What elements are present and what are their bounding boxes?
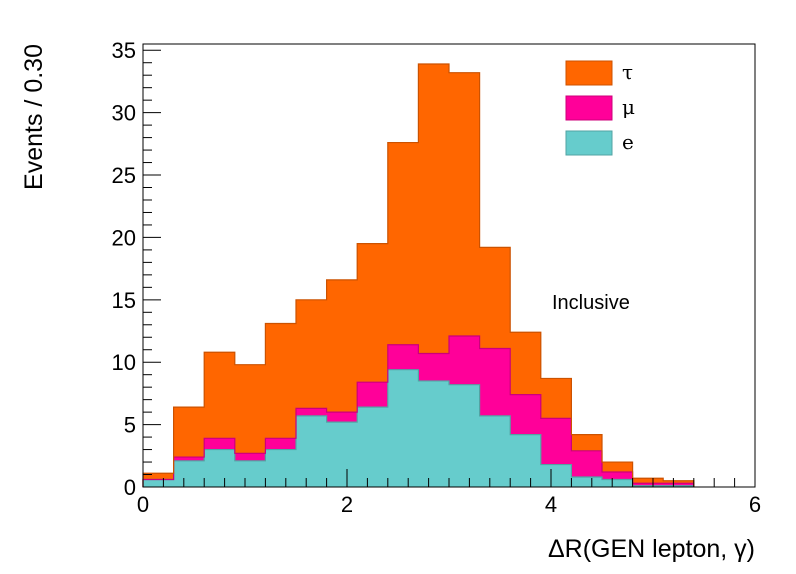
bar-e-bin-3 [234, 460, 266, 487]
bar-e-bin-4 [265, 449, 296, 487]
y-tick-label: 30 [112, 101, 136, 126]
x-axis-title: ΔR(GEN lepton, γ) [548, 535, 755, 563]
bar-μ-bin-10 [449, 336, 480, 385]
stack-outlines [142, 63, 695, 487]
outline-τ [142, 63, 695, 487]
bar-μ-bin-13 [540, 418, 572, 465]
bar-μ-bin-4 [265, 438, 296, 450]
bar-μ-bin-1 [173, 457, 205, 461]
legend-label-τ: τ [622, 60, 633, 84]
y-tick-label: 20 [112, 225, 136, 250]
bar-μ-bin-17 [663, 483, 694, 486]
y-axis-tick-labels: 0 5 10 15 20 25 30 35 [112, 38, 136, 500]
bar-μ-bin-3 [234, 453, 266, 461]
y-tick-label: 0 [124, 475, 136, 500]
x-tick-label: 4 [545, 492, 557, 517]
bar-e-bin-7 [357, 407, 388, 487]
bar-τ-bin-9 [418, 63, 449, 354]
bar-μ-bin-16 [632, 483, 664, 486]
y-tick-label: 25 [112, 163, 136, 188]
bar-e-bin-16 [632, 485, 664, 487]
legend: τμe [565, 60, 635, 156]
bar-e-bin-8 [387, 369, 419, 487]
bar-μ-bin-14 [571, 450, 602, 478]
bar-e-bin-12 [510, 434, 541, 487]
bar-μ-bin-11 [479, 348, 511, 416]
bar-τ-bin-12 [510, 332, 541, 395]
bar-e-bin-13 [540, 464, 572, 487]
bar-e-bin-11 [479, 415, 511, 487]
bar-τ-bin-14 [571, 434, 602, 451]
bar-τ-bin-11 [479, 247, 511, 349]
x-tick-label: 6 [749, 492, 761, 517]
bar-μ-bin-8 [387, 344, 419, 370]
bar-τ-bin-17 [663, 480, 694, 484]
y-tick-label: 10 [112, 350, 136, 375]
y-tick-label: 35 [112, 38, 136, 63]
bar-e-bin-9 [418, 380, 449, 487]
bar-μ-bin-9 [418, 353, 449, 381]
bar-τ-bin-6 [326, 279, 358, 413]
legend-label-e: e [622, 130, 634, 154]
y-tick-label: 15 [112, 288, 136, 313]
bar-μ-bin-12 [510, 394, 541, 435]
bar-μ-bin-2 [204, 438, 235, 450]
bar-μ-bin-7 [357, 382, 388, 408]
annotation-inclusive: Inclusive [552, 292, 630, 314]
bar-τ-bin-0 [143, 473, 174, 480]
histogram-bars [143, 63, 694, 487]
bar-τ-bin-5 [296, 299, 327, 409]
bar-e-bin-14 [571, 477, 602, 487]
bar-μ-bin-15 [602, 472, 633, 480]
bar-τ-bin-7 [357, 243, 388, 383]
bar-e-bin-2 [204, 449, 235, 487]
y-axis-ticks [143, 49, 161, 488]
bar-e-bin-15 [602, 479, 633, 487]
bar-e-bin-17 [663, 485, 694, 487]
bar-e-bin-6 [326, 422, 358, 487]
bar-τ-bin-4 [265, 323, 296, 439]
bar-e-bin-5 [296, 415, 327, 487]
bar-e-bin-1 [173, 460, 205, 487]
bar-μ-bin-5 [296, 408, 327, 416]
bar-τ-bin-10 [449, 72, 480, 337]
y-tick-label: 5 [124, 413, 136, 438]
legend-swatch-e [565, 130, 613, 156]
x-tick-label: 0 [137, 492, 149, 517]
y-axis-title: Events / 0.30 [20, 44, 48, 190]
bar-τ-bin-3 [234, 364, 266, 454]
x-tick-label: 2 [341, 492, 353, 517]
bar-e-bin-0 [143, 479, 174, 487]
bar-τ-bin-2 [204, 352, 235, 439]
bar-τ-bin-13 [540, 378, 572, 419]
x-axis-ticks [142, 469, 756, 487]
bar-τ-bin-16 [632, 478, 664, 484]
bar-τ-bin-15 [602, 462, 633, 473]
legend-swatch-τ [565, 60, 613, 86]
bar-τ-bin-8 [387, 142, 419, 345]
bar-μ-bin-6 [326, 412, 358, 423]
bar-e-bin-10 [449, 384, 480, 487]
legend-label-μ: μ [622, 95, 635, 119]
x-axis-tick-labels: 0 2 4 6 [137, 492, 761, 517]
legend-swatch-μ [565, 95, 613, 121]
bar-τ-bin-1 [173, 407, 205, 458]
